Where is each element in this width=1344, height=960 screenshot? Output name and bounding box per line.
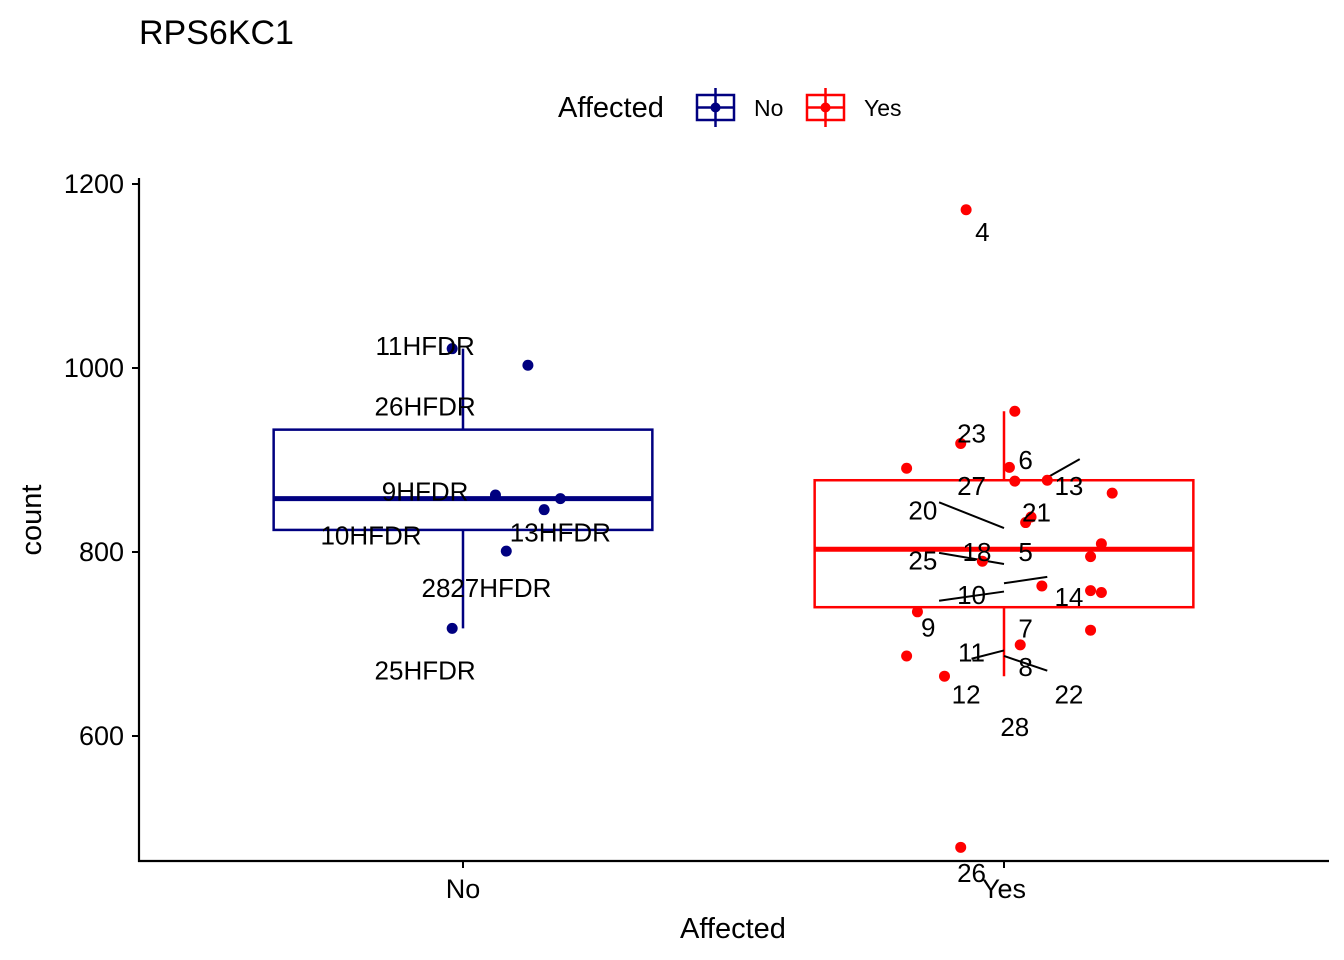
box-iqr xyxy=(813,478,1195,609)
data-point xyxy=(1106,487,1118,499)
data-point xyxy=(522,359,534,371)
point-label: 11HFDR xyxy=(376,331,475,361)
label-connector xyxy=(1003,575,1048,585)
data-point xyxy=(500,545,512,557)
data-point xyxy=(1085,551,1097,563)
y-tick-label: 600 xyxy=(79,721,124,751)
legend-key-no-icon xyxy=(695,88,736,127)
label-connector xyxy=(1003,655,1048,672)
legend-label-no: No xyxy=(754,95,783,121)
point-label: 27 xyxy=(957,471,986,501)
point-label: 21 xyxy=(1022,497,1051,527)
data-point xyxy=(955,841,967,853)
point-label: 8 xyxy=(1018,652,1032,682)
data-point xyxy=(1036,580,1048,592)
y-tick-label: 1000 xyxy=(64,353,124,383)
legend-key-yes-icon xyxy=(805,88,846,127)
data-point xyxy=(1085,624,1097,636)
point-label: 5 xyxy=(1018,537,1032,567)
point-label: 27HFDR xyxy=(450,573,551,603)
data-point xyxy=(538,504,550,516)
point-label: 7 xyxy=(1018,613,1032,643)
y-axis-title: count xyxy=(16,485,48,556)
x-tick-label: Yes xyxy=(982,874,1026,904)
y-tick-label: 800 xyxy=(79,537,124,567)
point-label: 13 xyxy=(1054,471,1083,501)
data-point xyxy=(446,343,458,355)
legend-label-yes: Yes xyxy=(864,95,902,121)
point-label: 28 xyxy=(421,573,450,603)
point-label: 20 xyxy=(908,496,937,526)
point-label: 25 xyxy=(908,545,937,575)
data-point xyxy=(976,555,988,567)
point-label: 4 xyxy=(975,217,989,247)
point-label: 14 xyxy=(1054,582,1083,612)
data-point xyxy=(911,606,923,618)
point-label: 18 xyxy=(962,537,991,567)
point-label: 25HFDR xyxy=(375,656,476,686)
chart-title: RPS6KC1 xyxy=(139,14,294,52)
data-point xyxy=(938,670,950,682)
point-label: 22 xyxy=(1054,680,1083,710)
point-label: 9 xyxy=(921,612,935,642)
box-yes xyxy=(813,411,1195,677)
x-ticks: No Yes xyxy=(446,861,1026,904)
data-point xyxy=(446,622,458,634)
x-tick-label: No xyxy=(446,874,481,904)
data-point xyxy=(489,489,501,501)
data-point xyxy=(960,204,972,216)
legend-item-yes: Yes xyxy=(805,88,902,127)
point-label: 11 xyxy=(958,637,985,667)
point-label: 28 xyxy=(1000,712,1029,742)
point-label: 12 xyxy=(952,680,981,710)
label-connector xyxy=(938,590,1005,602)
data-point xyxy=(1020,517,1032,529)
box-no xyxy=(272,348,654,629)
box-iqr xyxy=(272,428,654,532)
x-axis-title: Affected xyxy=(680,913,786,945)
point-label: 13HFDR xyxy=(510,518,611,548)
y-tick-label: 1200 xyxy=(64,169,124,199)
point-label: 26HFDR xyxy=(375,392,476,422)
data-point xyxy=(1041,474,1053,486)
data-point xyxy=(1095,538,1107,550)
point-label: 6 xyxy=(1018,445,1032,475)
legend-title: Affected xyxy=(558,92,664,124)
data-point xyxy=(1085,585,1097,597)
y-ticks: 600 800 1000 1200 xyxy=(64,169,139,751)
legend-item-no: No xyxy=(695,88,783,127)
legend: Affected No Yes xyxy=(558,88,902,127)
data-point xyxy=(901,650,913,662)
label-connector xyxy=(1046,458,1081,479)
data-point xyxy=(554,493,566,505)
point-label: 26 xyxy=(957,858,986,888)
point-label: 9HFDR xyxy=(382,476,469,506)
label-connector xyxy=(938,501,1005,530)
data-point xyxy=(1003,461,1015,473)
data-point xyxy=(1009,475,1021,487)
data-point xyxy=(1095,586,1107,598)
point-label: 10HFDR xyxy=(320,520,421,550)
point-label: 10 xyxy=(957,580,986,610)
label-connector xyxy=(938,551,1005,565)
data-point xyxy=(1014,639,1026,651)
label-connector xyxy=(971,649,1005,660)
data-point xyxy=(955,437,967,449)
data-point xyxy=(1009,405,1021,417)
point-label: 23 xyxy=(957,418,986,448)
data-point xyxy=(901,462,913,474)
